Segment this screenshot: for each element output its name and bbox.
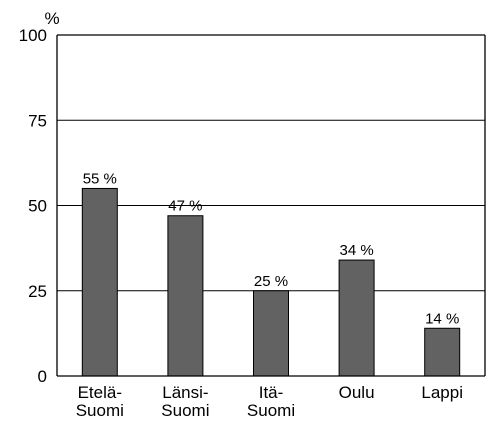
data-label-2: 47 % [168,198,202,215]
y-unit-label: % [44,9,59,28]
category-label-2: Länsi-Suomi [161,383,209,420]
bar-5 [424,327,461,377]
data-label-3: 25 % [254,273,288,290]
bar-1 [81,187,118,377]
data-labels: 55 % 47 % 25 % 34 % 14 % [83,170,460,327]
data-label-1: 55 % [83,170,117,187]
category-label-line: Itä- [259,383,284,402]
bar-2 [167,215,204,377]
category-label-line: Suomi [247,401,295,420]
y-tick-label-50: 50 [28,197,47,216]
category-label-1: Etelä-Suomi [76,383,124,420]
category-label-line: Oulu [339,383,375,402]
bar-3 [253,290,289,377]
y-axis-ticks: 0 25 50 75 100 [19,26,47,386]
category-label-5: Lappi [421,383,463,402]
y-tick-label-100: 100 [19,26,47,45]
category-label-line: Länsi- [162,383,208,402]
bar-4 [338,259,375,377]
category-label-line: Suomi [161,401,209,420]
y-tick-label-25: 25 [28,282,47,301]
data-label-4: 34 % [339,242,373,259]
category-label-line: Etelä- [78,383,122,402]
y-tick-label-75: 75 [28,111,47,130]
data-label-5: 14 % [425,310,459,327]
category-label-line: Suomi [76,401,124,420]
category-label-3: Itä-Suomi [247,383,295,420]
category-label-line: Lappi [421,383,463,402]
category-label-4: Oulu [339,383,375,402]
bars [81,187,461,377]
gridlines [57,119,485,292]
y-tick-label-0: 0 [38,367,47,386]
